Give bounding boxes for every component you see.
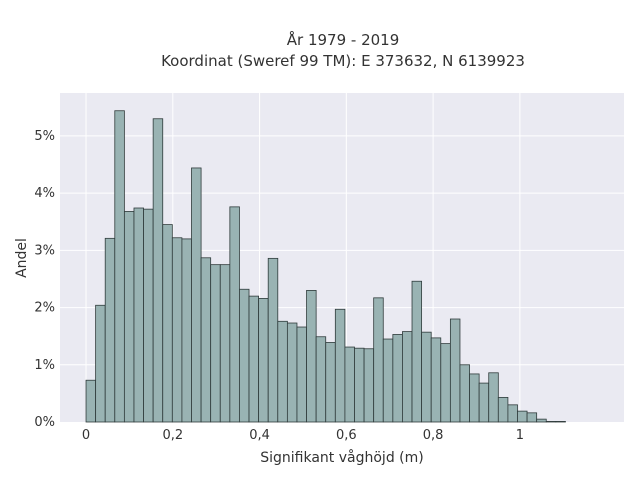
histogram-bar bbox=[517, 410, 528, 423]
histogram-bar bbox=[229, 206, 240, 423]
y-tick-label: 2% bbox=[34, 301, 55, 316]
x-tick-label: 0 bbox=[82, 428, 90, 443]
x-tick-label: 0,8 bbox=[423, 428, 444, 443]
histogram-bar bbox=[411, 280, 423, 423]
histogram-bar bbox=[191, 167, 202, 423]
histogram-bar bbox=[488, 372, 499, 423]
histogram-bar bbox=[181, 238, 192, 423]
x-axis-ticks: 0 0,2 0,4 0,6 0,8 1 bbox=[82, 428, 524, 443]
histogram-bar bbox=[162, 224, 173, 423]
histogram-bar bbox=[219, 264, 231, 423]
x-tick-label: 0,4 bbox=[249, 428, 270, 443]
x-tick-label: 1 bbox=[516, 428, 524, 443]
histogram-bar bbox=[421, 331, 432, 423]
histogram-bar bbox=[123, 211, 135, 423]
histogram-bar bbox=[392, 334, 403, 423]
histogram-bar bbox=[277, 320, 288, 423]
y-tick-label: 0% bbox=[34, 415, 55, 430]
histogram-bar bbox=[555, 421, 566, 423]
y-tick-label: 4% bbox=[34, 186, 55, 201]
histogram-bar bbox=[536, 418, 547, 423]
chart-title: År 1979 - 2019 bbox=[287, 30, 400, 49]
histogram-bar bbox=[248, 295, 260, 423]
histogram-bar bbox=[296, 326, 307, 423]
histogram-bar bbox=[85, 379, 97, 423]
histogram-bar bbox=[239, 288, 250, 423]
histogram-bar bbox=[449, 318, 461, 423]
histogram-bar bbox=[325, 342, 336, 423]
histogram-bar bbox=[497, 396, 509, 423]
histogram-bar bbox=[545, 421, 557, 423]
histogram-bar bbox=[286, 322, 298, 423]
chart-subtitle: Koordinat (Sweref 99 TM): E 373632, N 61… bbox=[161, 52, 525, 70]
histogram-bar bbox=[344, 346, 355, 423]
histogram-bar bbox=[507, 404, 518, 423]
histogram-bar bbox=[143, 208, 154, 423]
histogram-bar bbox=[373, 297, 384, 423]
histogram-bar bbox=[210, 264, 221, 423]
x-tick-label: 0,6 bbox=[336, 428, 357, 443]
histogram-bar bbox=[133, 207, 144, 423]
histogram-bar bbox=[526, 412, 538, 423]
histogram-bar bbox=[315, 336, 327, 423]
histogram-bar bbox=[171, 237, 183, 423]
histogram-bar bbox=[469, 373, 480, 423]
histogram-bar bbox=[402, 331, 413, 423]
y-axis-label: Andel bbox=[14, 238, 30, 278]
y-tick-label: 5% bbox=[34, 129, 55, 144]
histogram-bar bbox=[114, 110, 125, 423]
histogram-bar bbox=[267, 257, 279, 423]
y-axis-ticks: 0% 1% 2% 3% 4% 5% bbox=[34, 129, 55, 430]
histogram-bar bbox=[382, 338, 394, 423]
histogram-bar bbox=[334, 308, 346, 423]
histogram-bar bbox=[104, 237, 116, 423]
x-tick-label: 0,2 bbox=[162, 428, 183, 443]
histogram-bar bbox=[200, 257, 212, 423]
histogram-bar bbox=[363, 348, 375, 423]
histogram-bar bbox=[152, 118, 164, 423]
x-axis-label: Signifikant våghöjd (m) bbox=[260, 449, 423, 466]
histogram-bar bbox=[95, 304, 106, 423]
histogram-bar bbox=[478, 382, 490, 423]
histogram-bar bbox=[430, 337, 442, 423]
histogram-bar bbox=[306, 289, 317, 423]
y-tick-label: 3% bbox=[34, 243, 55, 258]
histogram-bar bbox=[258, 298, 269, 423]
histogram-bar bbox=[354, 347, 365, 423]
histogram-bars bbox=[85, 110, 566, 423]
y-tick-label: 1% bbox=[34, 358, 55, 373]
histogram-bar bbox=[459, 364, 470, 423]
histogram-bar bbox=[440, 343, 451, 423]
